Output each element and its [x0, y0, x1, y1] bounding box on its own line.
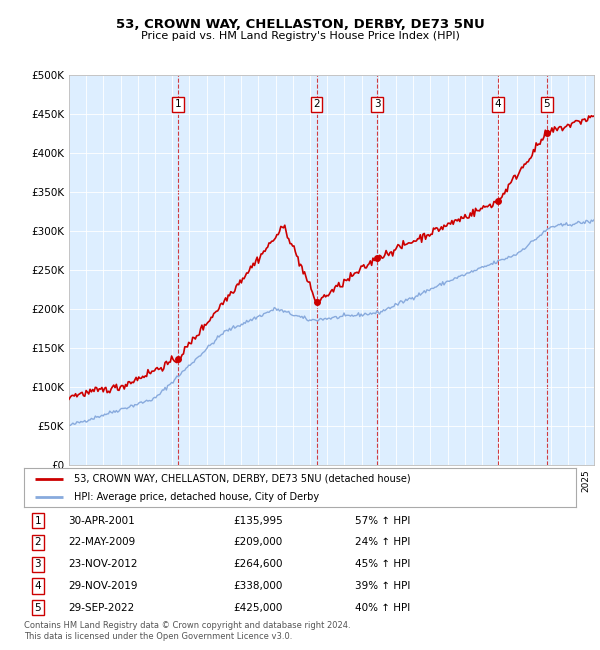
Text: 1: 1 [175, 99, 181, 109]
Text: 45% ↑ HPI: 45% ↑ HPI [355, 559, 410, 569]
Text: 39% ↑ HPI: 39% ↑ HPI [355, 581, 410, 591]
Text: £264,600: £264,600 [234, 559, 283, 569]
Text: 30-APR-2001: 30-APR-2001 [68, 515, 135, 525]
Text: £338,000: £338,000 [234, 581, 283, 591]
Text: 23-NOV-2012: 23-NOV-2012 [68, 559, 137, 569]
Text: 4: 4 [494, 99, 501, 109]
Text: 3: 3 [34, 559, 41, 569]
Text: 24% ↑ HPI: 24% ↑ HPI [355, 538, 410, 547]
Text: 2: 2 [34, 538, 41, 547]
Text: 53, CROWN WAY, CHELLASTON, DERBY, DE73 5NU: 53, CROWN WAY, CHELLASTON, DERBY, DE73 5… [116, 18, 484, 31]
Text: 1: 1 [34, 515, 41, 525]
Text: 29-NOV-2019: 29-NOV-2019 [68, 581, 137, 591]
Text: £209,000: £209,000 [234, 538, 283, 547]
Text: Contains HM Land Registry data © Crown copyright and database right 2024.
This d: Contains HM Land Registry data © Crown c… [24, 621, 350, 641]
Text: 5: 5 [34, 603, 41, 613]
Text: 2: 2 [313, 99, 320, 109]
Text: Price paid vs. HM Land Registry's House Price Index (HPI): Price paid vs. HM Land Registry's House … [140, 31, 460, 41]
Text: 29-SEP-2022: 29-SEP-2022 [68, 603, 134, 613]
Text: £135,995: £135,995 [234, 515, 284, 525]
Text: 5: 5 [544, 99, 550, 109]
Text: 4: 4 [34, 581, 41, 591]
Text: 3: 3 [374, 99, 380, 109]
Text: HPI: Average price, detached house, City of Derby: HPI: Average price, detached house, City… [74, 492, 319, 502]
Text: 57% ↑ HPI: 57% ↑ HPI [355, 515, 410, 525]
Text: 40% ↑ HPI: 40% ↑ HPI [355, 603, 410, 613]
Text: 22-MAY-2009: 22-MAY-2009 [68, 538, 136, 547]
Text: £425,000: £425,000 [234, 603, 283, 613]
Text: 53, CROWN WAY, CHELLASTON, DERBY, DE73 5NU (detached house): 53, CROWN WAY, CHELLASTON, DERBY, DE73 5… [74, 474, 410, 484]
